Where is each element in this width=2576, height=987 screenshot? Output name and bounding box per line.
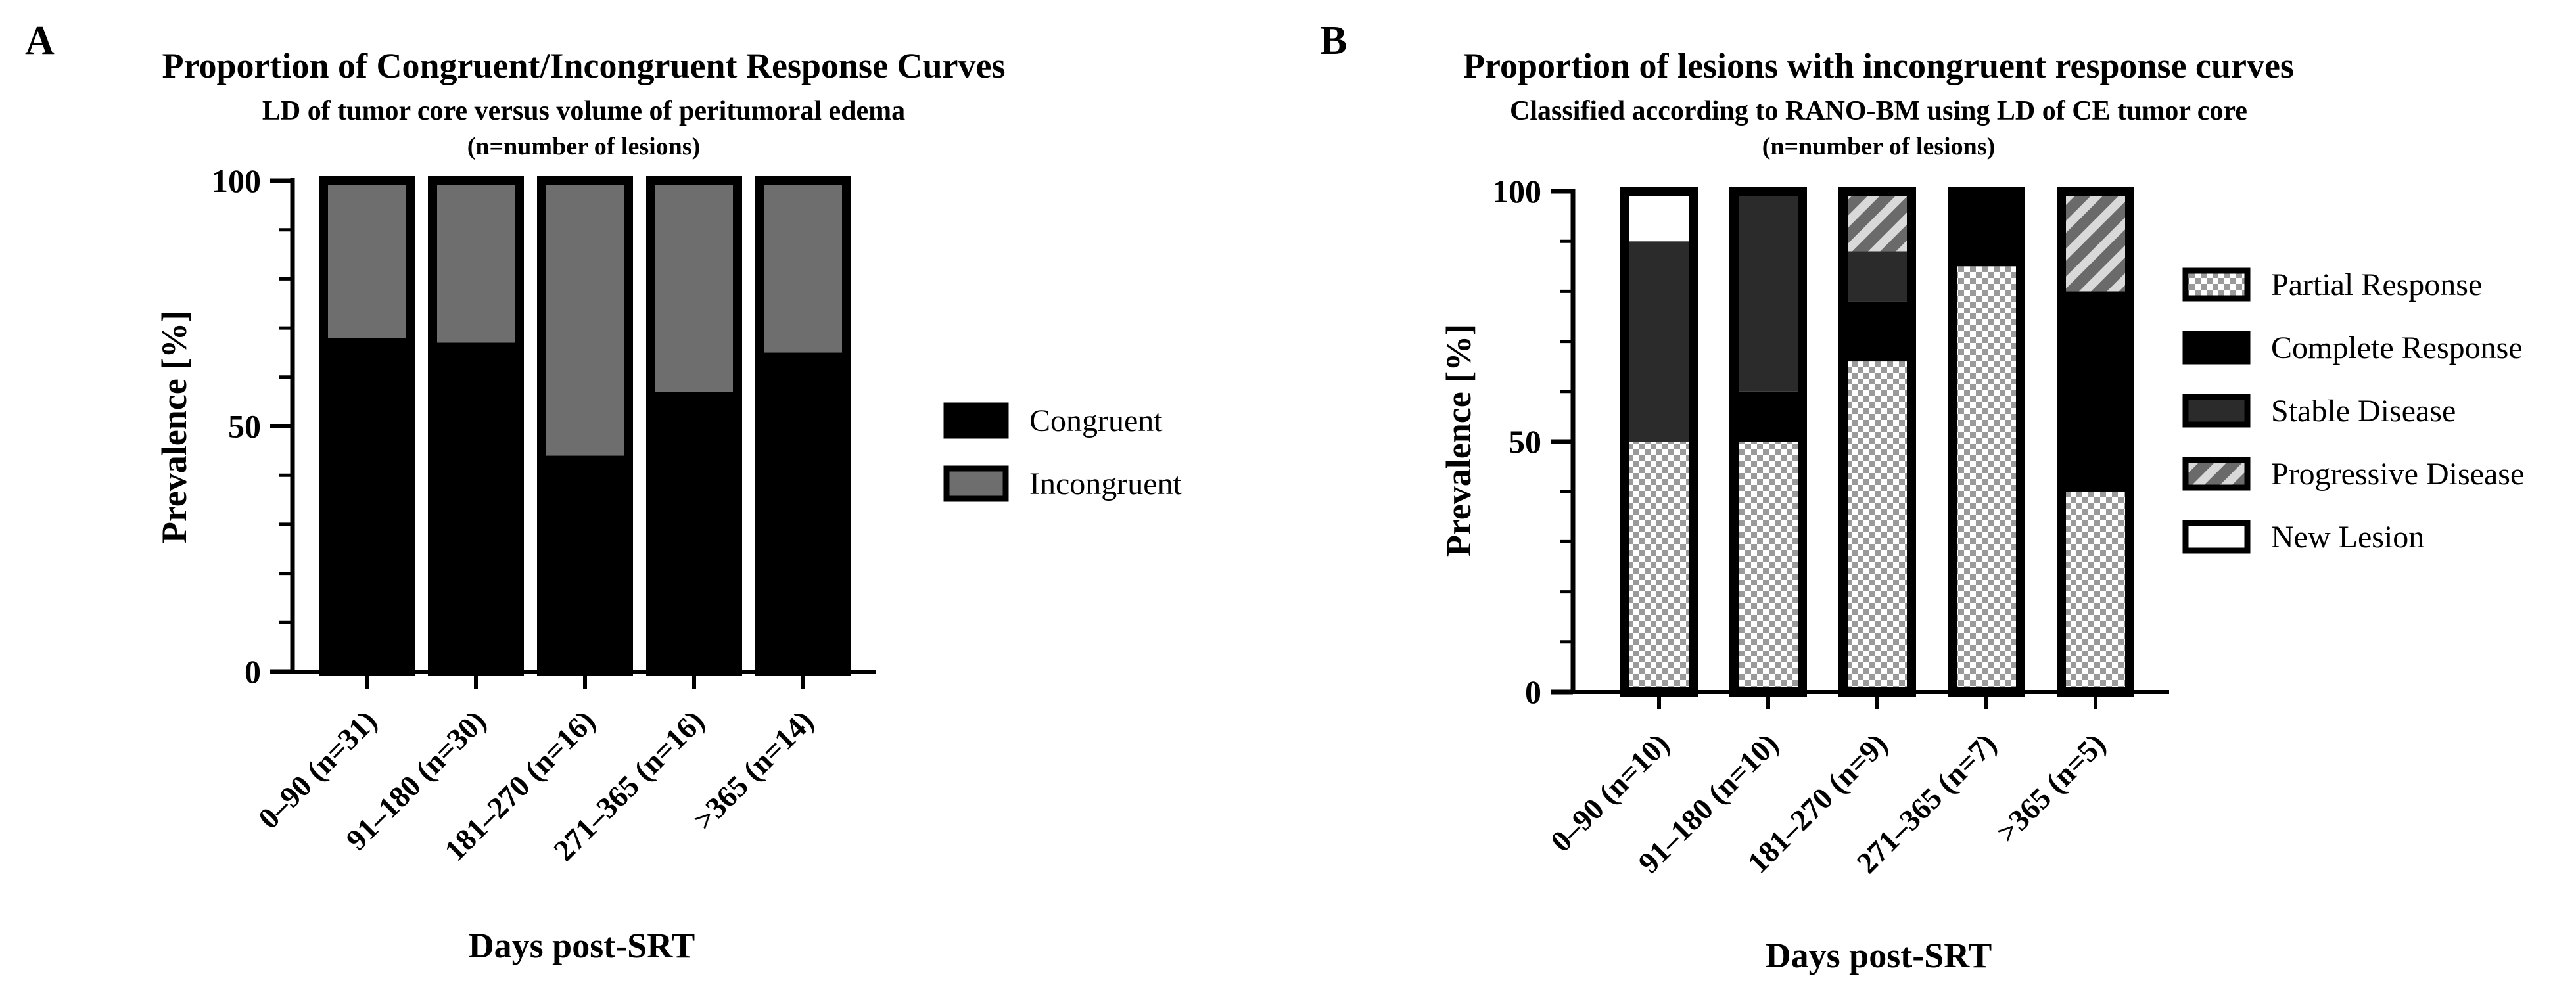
panel-a-ytick-label: 100 [212,162,261,199]
panel-b-xlabel: Days post-SRT [1766,936,1992,975]
panel-b-bar-4-complete-response [2061,291,2130,492]
panel-b-title: Proportion of lesions with incongruent r… [1463,46,2294,85]
panel-b-legend-swatch-new-lesion [2182,520,2251,554]
panel-b-bar-1-complete-response [1734,391,1802,442]
panel-a-xlabel: Days post-SRT [469,926,695,965]
panel-b-legend-swatch-stable-disease [2182,394,2251,428]
panel-b-bar-4-progressive-disease [2061,191,2130,292]
panel-a-bar-1-congruent [433,342,519,672]
panel-a-ytick-label: 0 [245,653,261,690]
panel-a-bar-4-incongruent [760,181,847,353]
panel-b-bar-0-stable-disease [1625,241,1693,442]
panel-b-note: (n=number of lesions) [1762,133,1996,160]
panel-b-letter: B [1320,18,1347,63]
panel-b-legend-label: Partial Response [2271,267,2482,302]
panel-b-legend-label: New Lesion [2271,520,2424,555]
panel-b-ytick-label: 100 [1492,173,1541,210]
panel-a-ytick-label: 50 [228,408,261,445]
panel-b-bar-1-stable-disease [1734,191,1802,392]
panel-b-bar-2-stable-disease [1843,251,1911,302]
panel-b-ytick-label: 0 [1525,674,1541,710]
panel-a-bar-0-congruent [323,338,410,672]
panel-b-bar-2-progressive-disease [1843,191,1911,252]
panel-a-note: (n=number of lesions) [467,133,701,160]
panel-a-letter: A [25,18,55,63]
panel-b-ylabel: Prevalence [%] [1439,324,1478,557]
panel-b-ytick-label: 50 [1509,423,1541,460]
panel-a-legend-swatch-incongruent [943,465,1009,502]
panel-a-bar-0-incongruent [323,181,410,338]
panel-a-legend-label: Congruent [1029,403,1163,438]
panel-b-bar-1-partial-response [1734,442,1802,692]
panel-b-legend-swatch-complete-response [2182,331,2251,365]
panel-a-bar-2-congruent [542,455,628,672]
panel-a-bar-1-incongruent [433,181,519,343]
panel-b-category-label: >365 (n=5) [1990,727,2112,849]
panel-a-bar-4-congruent [760,352,847,672]
panel-b-legend-label: Progressive Disease [2271,457,2524,492]
panel-b-plot: 0–90 (n=10)91–180 (n=10)181–270 (n=9)271… [1492,173,2524,880]
panel-b-subtitle: Classified according to RANO-BM using LD… [1510,96,2247,126]
panel-b-legend-swatch-partial-response [2182,267,2251,302]
panel-b-bar-3-partial-response [1952,266,2021,692]
panel-b-bar-0-partial-response [1625,442,1693,692]
panel-a-bar-2-incongruent [542,181,628,456]
panel-a-subtitle: LD of tumor core versus volume of peritu… [262,96,905,126]
panel-b-bar-4-partial-response [2061,492,2130,692]
panel-a-bar-3-congruent [651,392,738,672]
panel-a-bar-3-incongruent [651,181,738,392]
panel-a-legend-label: Incongruent [1029,467,1183,501]
panel-a-ylabel: Prevalence [%] [154,311,194,543]
panel-b-bar-0-new-lesion [1625,191,1693,242]
panel-b-bar-2-complete-response [1843,301,1911,362]
panel-b-legend-swatch-progressive-disease [2182,457,2251,491]
panel-b-legend-label: Stable Disease [2271,394,2456,428]
panel-a-legend-swatch-congruent [943,402,1009,439]
panel-a-plot: 0–90 (n=31)91–180 (n=30)181–270 (n=16)27… [212,162,1183,867]
panel-a-title: Proportion of Congruent/Incongruent Resp… [162,46,1005,85]
panel-b-bar-2-partial-response [1843,361,1911,692]
panel-b-bar-3-complete-response [1952,191,2021,267]
panel-b-legend-label: Complete Response [2271,331,2523,365]
